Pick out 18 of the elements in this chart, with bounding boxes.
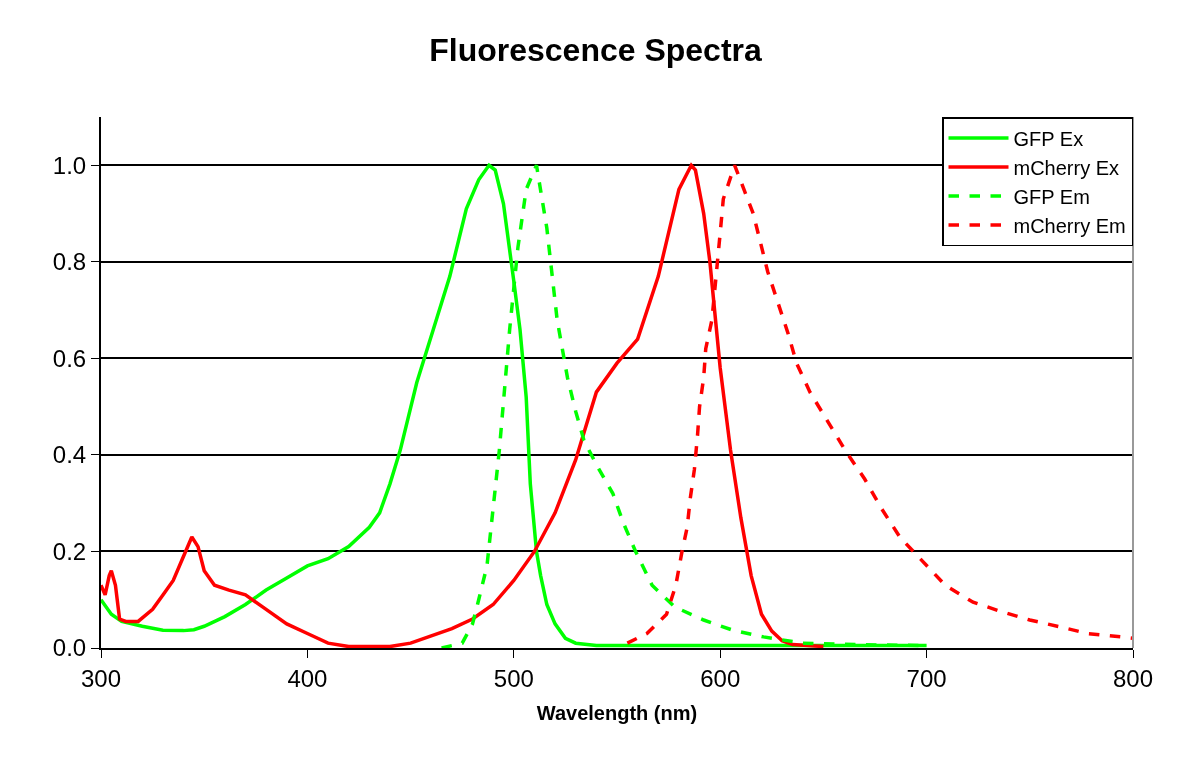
y-tick-label: 0.6: [52, 344, 87, 372]
y-tick-label: 0.8: [52, 248, 87, 276]
x-tick-label: 700: [906, 664, 947, 692]
chart-title: Fluorescence Spectra: [429, 32, 762, 69]
legend-label: mCherry Ex: [1013, 156, 1120, 179]
legend-label: mCherry Em: [1013, 214, 1126, 237]
y-tick-label: 0.4: [52, 441, 87, 469]
x-axis-title: Wavelength (nm): [536, 701, 698, 724]
y-tick-label: 0.0: [52, 634, 87, 662]
x-tick-label: 400: [287, 664, 328, 692]
y-tick-label: 0.2: [52, 537, 87, 565]
x-tick-label: 600: [700, 664, 741, 692]
x-tick-label: 800: [1112, 664, 1154, 692]
x-tick-label: 300: [80, 664, 122, 692]
legend-label: GFP Em: [1013, 185, 1090, 208]
y-tick-label: 1.0: [52, 151, 87, 179]
x-tick-label: 500: [493, 664, 534, 692]
legend-label: GFP Ex: [1013, 127, 1084, 150]
